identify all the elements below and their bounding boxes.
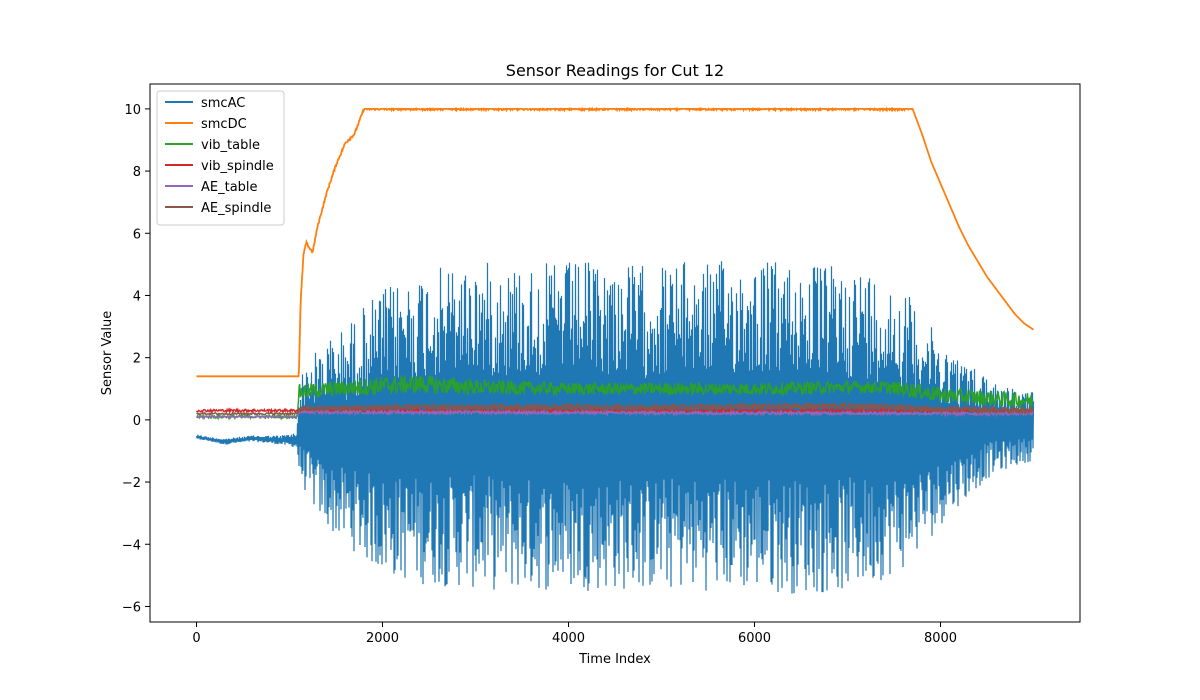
x-tick-label: 2000	[366, 631, 399, 646]
y-tick-label: 0	[133, 414, 141, 429]
legend-label-smcdc: smcDC	[201, 117, 247, 132]
legend-box	[156, 90, 285, 226]
series-line-vib-table	[196, 374, 1034, 421]
series-line-smcdc	[196, 106, 1035, 378]
chart-title: Sensor Readings for Cut 12	[506, 61, 724, 80]
y-axis-label: Sensor Value	[100, 311, 115, 395]
y-tick-label: 6	[133, 227, 141, 242]
series-line-ae-spindle	[196, 400, 1034, 417]
legend-label-vib-spindle: vib_spindle	[201, 159, 274, 174]
plot-area	[195, 106, 1035, 594]
axis-ticks: 0 2000 4000 6000 8000 −6 −4 −2 0 2 4 6 8 10	[122, 103, 957, 646]
series-line-smcac	[195, 261, 1035, 594]
x-tick-label: 0	[192, 631, 200, 646]
y-tick-label: 4	[133, 289, 141, 304]
y-tick-label: −4	[122, 538, 141, 553]
legend-label-vib-table: vib_table	[201, 138, 260, 153]
legend-label-smcac: smcAC	[201, 96, 245, 111]
y-tick-label: 10	[124, 103, 141, 118]
x-tick-label: 8000	[924, 631, 957, 646]
legend-label-ae-spindle: AE_spindle	[201, 201, 271, 216]
y-tick-label: 8	[133, 165, 141, 180]
legend: smcAC smcDC vib_table vib_spindle AE_table AE…	[156, 90, 285, 226]
legend-label-ae-table: AE_table	[201, 180, 258, 195]
x-tick-label: 4000	[552, 631, 585, 646]
series-group	[195, 106, 1035, 594]
x-tick-label: 6000	[738, 631, 771, 646]
y-tick-label: −2	[122, 476, 141, 491]
x-axis-label: Time Index	[578, 652, 651, 667]
y-tick-label: −6	[122, 600, 141, 615]
y-tick-label: 2	[133, 352, 141, 367]
axes-frame	[149, 83, 1081, 623]
